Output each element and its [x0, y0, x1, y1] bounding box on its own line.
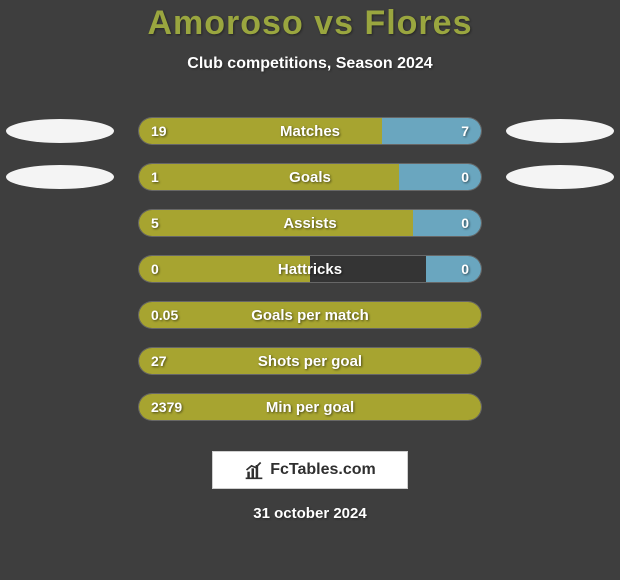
stat-bar-right: [426, 256, 481, 282]
page-title: Amoroso vs Flores: [0, 4, 620, 43]
stat-bar-right: [413, 210, 481, 236]
source-logo: FcTables.com: [212, 451, 408, 489]
date-label: 31 october 2024: [0, 505, 620, 522]
subtitle: Club competitions, Season 2024: [0, 55, 620, 73]
stat-rows: Matches197 Goals10 Assists50 Hattricks00 Goa…: [0, 109, 620, 431]
stat-bar: Matches197: [138, 117, 482, 145]
stat-bar-left: [139, 348, 481, 374]
player-left-ellipse: [6, 165, 114, 189]
player-right-ellipse: [506, 165, 614, 189]
stat-bar: Hattricks00: [138, 255, 482, 283]
chart-icon: [244, 460, 264, 480]
stat-bar: Shots per goal27: [138, 347, 482, 375]
stat-bar-left: [139, 394, 481, 420]
stat-bar-left: [139, 210, 413, 236]
stat-bar-right: [399, 164, 481, 190]
stat-row: Matches197: [0, 109, 620, 155]
stat-row: Goals10: [0, 155, 620, 201]
stat-row: Goals per match0.05: [0, 293, 620, 339]
comparison-infographic: Amoroso vs Flores Club competitions, Sea…: [0, 0, 620, 580]
stat-row: Min per goal2379: [0, 385, 620, 431]
stat-row: Shots per goal27: [0, 339, 620, 385]
player-right-ellipse: [506, 119, 614, 143]
stat-bar: Min per goal2379: [138, 393, 482, 421]
stat-bar: Goals per match0.05: [138, 301, 482, 329]
stat-bar-left: [139, 302, 481, 328]
stat-bar: Goals10: [138, 163, 482, 191]
player-left-ellipse: [6, 119, 114, 143]
stat-bar-right: [382, 118, 481, 144]
stat-bar-left: [139, 164, 399, 190]
source-logo-text: FcTables.com: [270, 461, 376, 479]
stat-bar-left: [139, 118, 382, 144]
stat-row: Assists50: [0, 201, 620, 247]
stat-bar: Assists50: [138, 209, 482, 237]
stat-row: Hattricks00: [0, 247, 620, 293]
stat-bar-left: [139, 256, 310, 282]
